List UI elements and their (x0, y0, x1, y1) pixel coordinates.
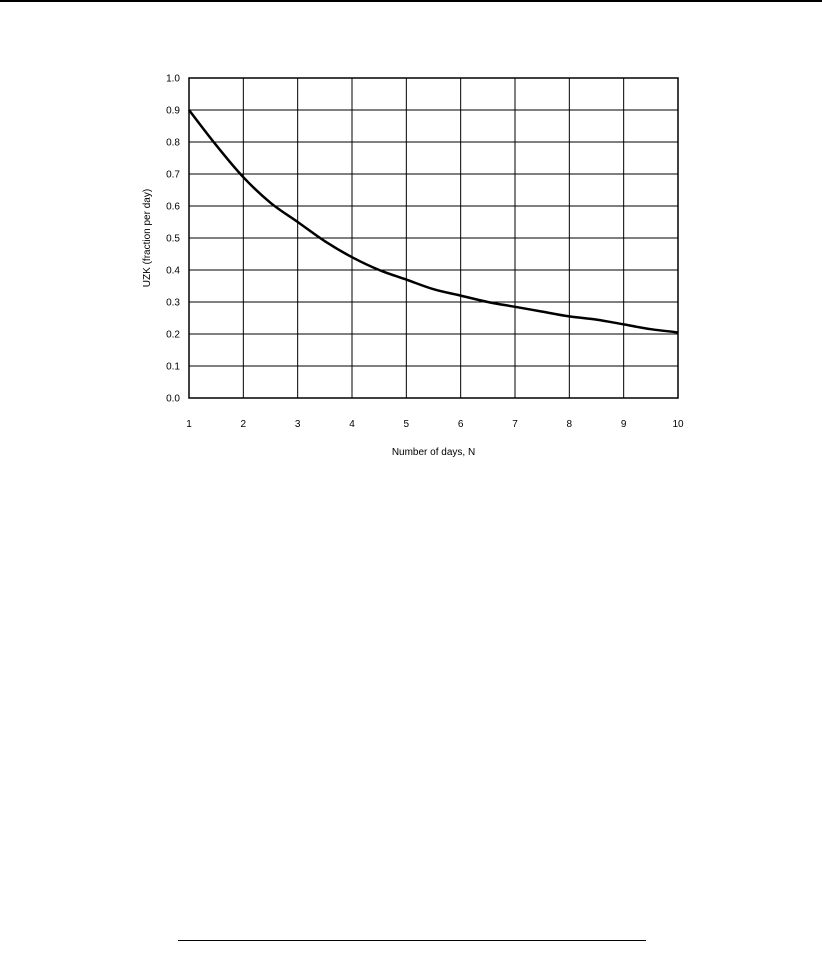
y-axis-title: UZK (fraction per day) (142, 189, 153, 287)
x-tick-label: 7 (512, 419, 518, 430)
x-axis-title: Number of days, N (392, 447, 475, 458)
page-top-rule (0, 0, 822, 2)
y-tick-label: 0.3 (166, 298, 180, 309)
tick-labels: 1 2 3 4 5 6 7 8 9 10 0.0 0.1 0.2 0.3 0.4 0.5 0.6 0.7 0.8 0.… (166, 74, 684, 431)
y-tick-label: 0.1 (166, 362, 180, 373)
x-tick-label: 3 (295, 419, 301, 430)
x-tick-label: 10 (672, 419, 684, 430)
y-tick-label: 0.5 (166, 234, 180, 245)
y-tick-label: 0.9 (166, 106, 180, 117)
y-tick-label: 0.6 (166, 202, 180, 213)
plot-frame (188, 77, 679, 399)
y-tick-label: 0.0 (166, 394, 180, 405)
y-tick-label: 0.4 (166, 266, 180, 277)
x-tick-label: 9 (621, 419, 627, 430)
x-tick-label: 5 (404, 419, 410, 430)
y-tick-label: 1.0 (166, 74, 180, 85)
footnote-rule (178, 940, 646, 941)
y-tick-label: 0.7 (166, 170, 180, 181)
x-tick-label: 8 (567, 419, 573, 430)
x-tick-label: 1 (186, 419, 192, 430)
series-line (188, 109, 679, 334)
x-tick-label: 6 (458, 419, 464, 430)
x-tick-label: 4 (349, 419, 355, 430)
y-tick-label: 0.2 (166, 330, 180, 341)
x-tick-label: 2 (241, 419, 247, 430)
chart-grid (188, 77, 679, 399)
y-tick-label: 0.8 (166, 138, 180, 149)
